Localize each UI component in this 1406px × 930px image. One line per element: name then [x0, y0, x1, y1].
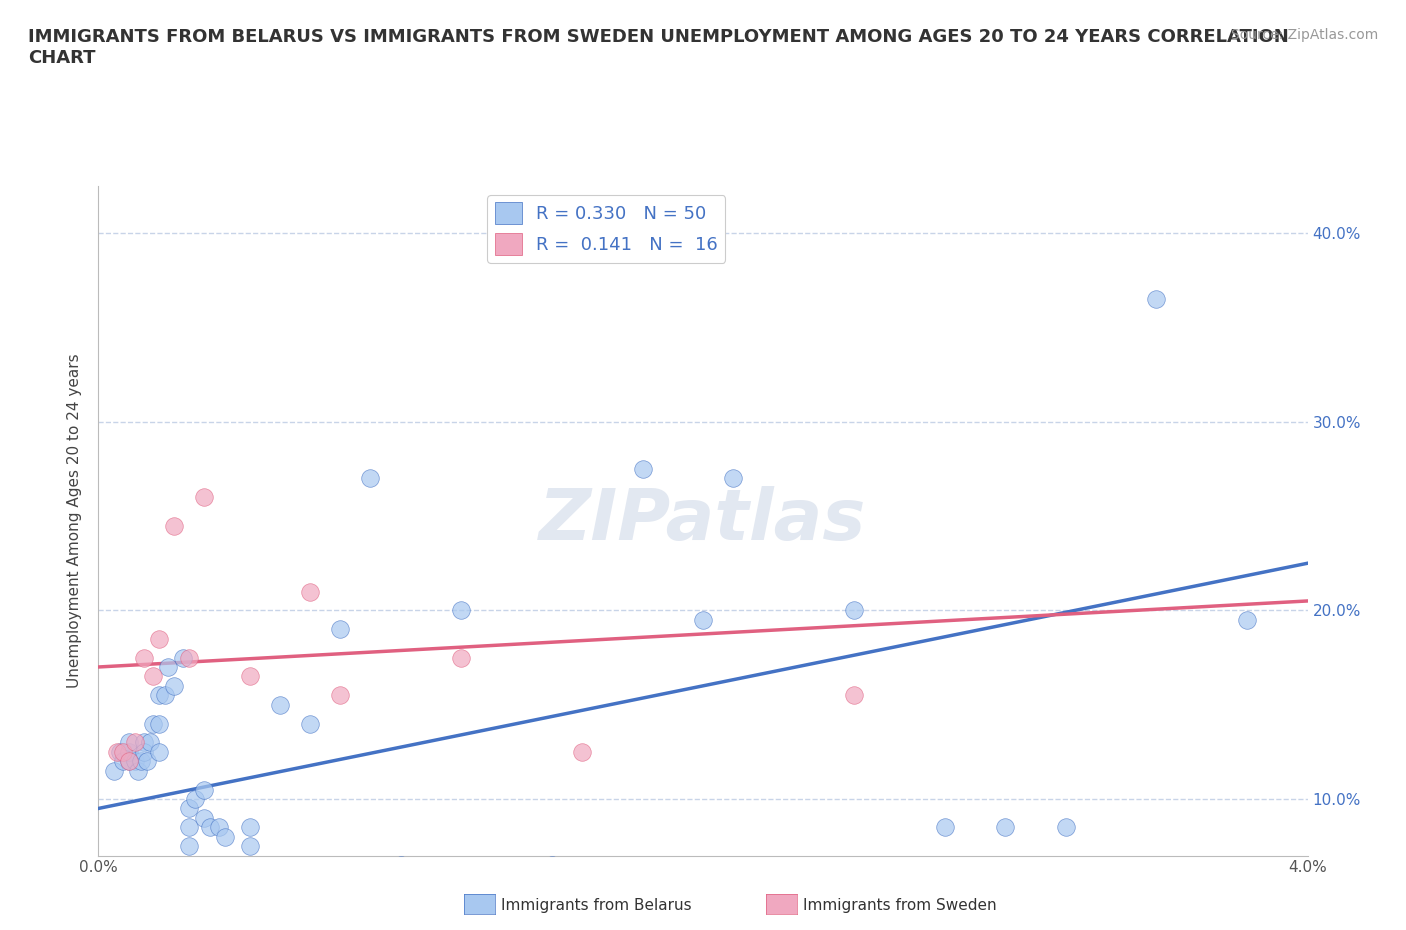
Point [105, 744, 128, 759]
Point [184, 791, 207, 806]
Point [239, 839, 262, 854]
Point [269, 698, 291, 712]
Y-axis label: Unemployment Among Ages 20 to 24 years: Unemployment Among Ages 20 to 24 years [67, 353, 83, 688]
Point [360, 471, 382, 485]
Text: IMMIGRANTS FROM BELARUS VS IMMIGRANTS FROM SWEDEN UNEMPLOYMENT AMONG AGES 20 TO : IMMIGRANTS FROM BELARUS VS IMMIGRANTS FR… [28, 28, 1289, 67]
Point [571, 744, 593, 759]
Point [723, 471, 745, 485]
Point [118, 744, 141, 759]
Text: Immigrants from Belarus: Immigrants from Belarus [501, 898, 692, 913]
Point [179, 820, 201, 835]
Point [148, 688, 170, 703]
Point [299, 584, 322, 599]
Point [541, 857, 564, 872]
Point [132, 744, 155, 759]
Point [163, 518, 186, 533]
Point [179, 801, 201, 816]
Point [153, 688, 176, 703]
Point [844, 688, 866, 703]
Point [135, 754, 157, 769]
Point [163, 678, 186, 693]
Point [193, 782, 215, 797]
Point [142, 716, 165, 731]
Point [208, 820, 231, 835]
Point [193, 490, 215, 505]
Point [127, 764, 149, 778]
Point [994, 820, 1017, 835]
Point [214, 830, 236, 844]
Point [142, 669, 165, 684]
Text: Immigrants from Sweden: Immigrants from Sweden [803, 898, 997, 913]
Point [1146, 292, 1168, 307]
Point [329, 688, 352, 703]
Point [253, 876, 276, 891]
Point [844, 603, 866, 618]
Point [692, 612, 714, 627]
Point [450, 650, 472, 665]
Text: Source: ZipAtlas.com: Source: ZipAtlas.com [1230, 28, 1378, 42]
Point [132, 650, 155, 665]
Point [124, 754, 146, 769]
Point [103, 764, 125, 778]
Point [299, 716, 322, 731]
Point [239, 669, 262, 684]
Point [118, 754, 141, 769]
Point [139, 735, 162, 750]
Point [224, 876, 246, 891]
Point [156, 659, 179, 674]
Point [108, 744, 131, 759]
Point [129, 754, 152, 769]
Point [148, 716, 170, 731]
Point [179, 839, 201, 854]
Point [389, 857, 412, 872]
Point [1054, 820, 1077, 835]
Point [193, 810, 215, 825]
Point [111, 754, 134, 769]
Point [172, 650, 194, 665]
Point [132, 735, 155, 750]
Point [111, 744, 134, 759]
Point [148, 744, 170, 759]
Point [179, 650, 201, 665]
Point [124, 735, 146, 750]
Point [239, 820, 262, 835]
Point [200, 820, 222, 835]
Point [631, 461, 654, 476]
Point [934, 820, 956, 835]
Point [118, 754, 141, 769]
Point [148, 631, 170, 646]
Point [450, 603, 472, 618]
Text: ZIPatlas: ZIPatlas [540, 486, 866, 555]
Point [329, 622, 352, 637]
Legend: R = 0.330   N = 50, R =  0.141   N =  16: R = 0.330 N = 50, R = 0.141 N = 16 [488, 195, 725, 262]
Point [1236, 612, 1258, 627]
Point [118, 735, 141, 750]
